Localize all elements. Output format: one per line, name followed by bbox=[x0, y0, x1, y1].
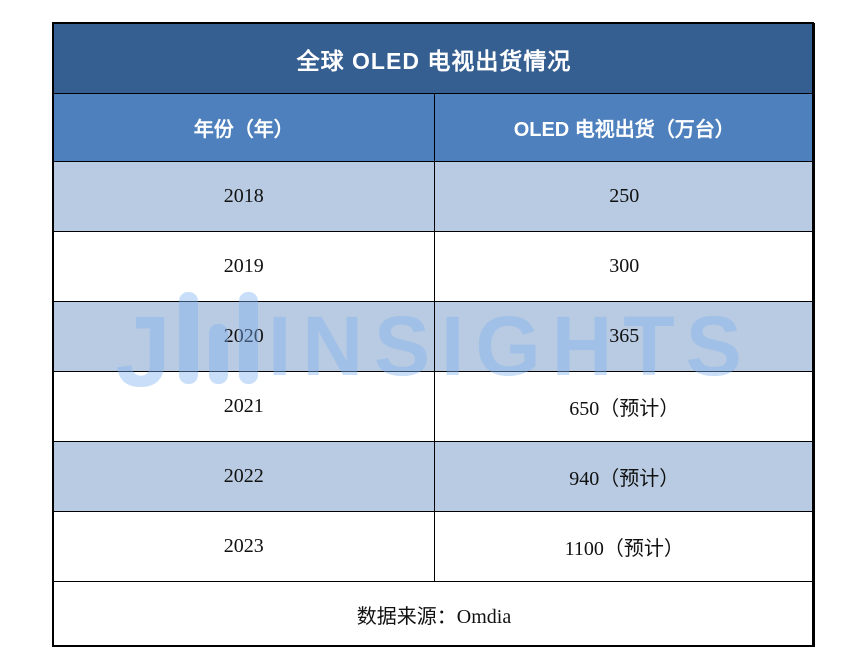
data-source-label: 数据来源：Omdia bbox=[53, 581, 815, 647]
year-cell: 2021 bbox=[53, 371, 435, 442]
year-cell: 2022 bbox=[53, 441, 435, 512]
shipments-cell: 940（预计） bbox=[433, 441, 815, 512]
shipments-cell: 1100（预计） bbox=[433, 511, 815, 582]
oled-shipments-table: 全球 OLED 电视出货情况 年份（年） OLED 电视出货（万台） 2018 … bbox=[53, 23, 815, 647]
column-header-shipments: OLED 电视出货（万台） bbox=[433, 93, 815, 162]
shipments-cell: 365 bbox=[433, 301, 815, 372]
table-title-row: 全球 OLED 电视出货情况 bbox=[53, 23, 815, 94]
table-row: 2021 650（预计） bbox=[53, 371, 815, 442]
year-cell: 2018 bbox=[53, 161, 435, 232]
table-row: 2022 940（预计） bbox=[53, 441, 815, 512]
shipments-cell: 300 bbox=[433, 231, 815, 302]
year-cell: 2020 bbox=[53, 301, 435, 372]
table-title: 全球 OLED 电视出货情况 bbox=[53, 23, 815, 94]
table-row: 2023 1100（预计） bbox=[53, 511, 815, 582]
table-row: 2020 365 bbox=[53, 301, 815, 372]
table-row: 2019 300 bbox=[53, 231, 815, 302]
year-cell: 2023 bbox=[53, 511, 435, 582]
table-source-row: 数据来源：Omdia bbox=[53, 581, 815, 647]
column-header-year: 年份（年） bbox=[53, 93, 435, 162]
year-cell: 2019 bbox=[53, 231, 435, 302]
table-header-row: 年份（年） OLED 电视出货（万台） bbox=[53, 93, 815, 162]
shipments-cell: 250 bbox=[433, 161, 815, 232]
shipments-cell: 650（预计） bbox=[433, 371, 815, 442]
table-row: 2018 250 bbox=[53, 161, 815, 232]
